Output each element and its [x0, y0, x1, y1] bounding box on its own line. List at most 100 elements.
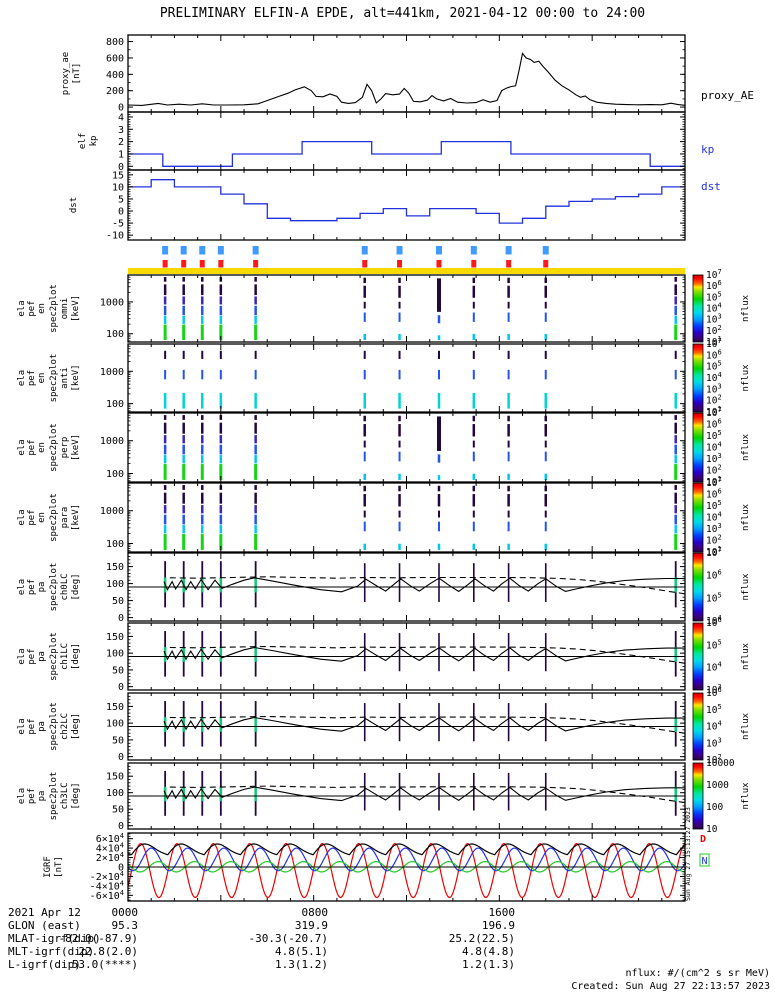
- nflux-units-note: nflux: #/(cm^2 s sr MeV): [625, 968, 771, 979]
- colorbar-tick-label: 104: [706, 661, 722, 674]
- y-tick-label: 100: [106, 539, 124, 550]
- colorbar-tick-label: 102: [706, 324, 722, 337]
- panel-body-ch3: [128, 770, 685, 816]
- colorbar-tick-label: 104: [706, 302, 722, 315]
- y-tick-label: -10: [106, 231, 124, 242]
- series-proxy_AE: [128, 52, 685, 106]
- panel-frame: [127, 622, 686, 691]
- y-tick-label: 50: [112, 805, 124, 816]
- colorbar: [692, 482, 704, 553]
- science-zone-markers: [128, 246, 685, 274]
- colorbar-tick-label: 105: [706, 638, 722, 651]
- zone-marker-blue: [162, 246, 169, 255]
- y-tick-label: 150: [106, 772, 124, 783]
- y-tick-label: 800: [106, 37, 124, 48]
- footer-row-label: GLON (east): [8, 919, 81, 932]
- panel-axis-label: pef: [27, 788, 37, 804]
- panel-axis-label: anti: [60, 367, 70, 389]
- panel-frame: [127, 832, 686, 902]
- footer-row-label: MLAT-igrf(dip): [8, 932, 101, 945]
- panel-axis-label: proxy_ae: [61, 52, 71, 95]
- panel-body-dst: [128, 179, 685, 224]
- panel-axis-label: perp: [60, 437, 70, 459]
- panel-axis-label: dst: [69, 197, 79, 213]
- footer-cell: 1600: [488, 906, 516, 919]
- y-tick-label: 100: [106, 579, 124, 590]
- colorbar-tick-label: 101: [706, 475, 722, 488]
- colorbar-tick-label: 103: [706, 683, 722, 696]
- colorbar-tick-label: 106: [706, 279, 722, 292]
- colorbar-tick-label: 107: [706, 268, 722, 281]
- zone-marker-red: [181, 260, 187, 268]
- panel-axis-label: ela: [17, 439, 27, 455]
- legend-kp: kp: [701, 143, 715, 156]
- zone-marker-red: [471, 260, 477, 268]
- colorbar-tick-label: 105: [706, 591, 722, 604]
- colorbar-tick-label: 107: [706, 406, 722, 419]
- footer-cell: 1.3(1.2): [275, 958, 328, 971]
- panel-axis-label: pef: [27, 300, 37, 316]
- colorbar-tick-label: 101: [706, 545, 722, 558]
- zone-marker-blue: [505, 246, 512, 255]
- y-tick-label: 150: [106, 632, 124, 643]
- y-tick-label: 100: [106, 719, 124, 730]
- panel-body-ch2: [128, 701, 685, 747]
- zone-marker-red: [253, 260, 259, 268]
- colorbar: [692, 692, 704, 761]
- colorbar-tick-label: 105: [706, 360, 722, 373]
- footer-row-label: 2021 Apr 12: [8, 906, 81, 919]
- colorbar-tick-label: 103: [706, 313, 722, 326]
- footer-cell: 25.2(22.5): [448, 932, 515, 945]
- panel-axis-label: pef: [27, 579, 37, 595]
- y-tick-label: -4×104: [90, 879, 124, 892]
- colorbar-tick-label: 104: [706, 511, 722, 524]
- y-tick-label: -6×104: [90, 889, 124, 902]
- series-B_east: [128, 842, 685, 899]
- y-tick-label: 1: [118, 149, 124, 160]
- y-tick-label: 0: [118, 863, 124, 874]
- y-tick-label: 0: [118, 682, 124, 693]
- panel-axis-label: en: [37, 303, 47, 314]
- panel-axis-label: spec2plot: [49, 563, 59, 612]
- panel-frame: [127, 692, 686, 761]
- footer-cell: 95.3: [111, 919, 139, 932]
- zone-marker-blue: [470, 246, 477, 255]
- losscone-line: [163, 577, 685, 593]
- panel-body-perp: [163, 415, 678, 480]
- panel-ch3: 0 50 100 150 ela pef pa spec2plot ch3LC [deg] 1000…: [17, 758, 751, 835]
- panel-axis-label: ela: [17, 509, 27, 525]
- n-marker-glyph: N: [702, 856, 708, 867]
- colorbar-tick-label: 104: [706, 720, 722, 733]
- y-tick-label: 4: [118, 112, 124, 123]
- footer-cell: 0000: [111, 906, 139, 919]
- colorbar-tick-label: 101: [706, 335, 722, 348]
- losscone-line: [163, 716, 685, 732]
- footer-cell: 0800: [301, 906, 329, 919]
- panel-ae: 0 200 400 600 800 proxy_ae [nT]: [61, 34, 686, 114]
- footer-row: MLT-igrf(dip) 22.8(2.0) 4.8(5.1) 4.8(4.8): [0, 945, 775, 958]
- panel-axis-label: para: [60, 507, 70, 529]
- y-tick-label: 15: [112, 170, 124, 181]
- panel-axis-label: [keV]: [71, 364, 81, 391]
- y-tick-label: 0: [118, 613, 124, 624]
- footer-cell: -30.3(-20.7): [248, 932, 328, 945]
- footer-cell: 1.2(1.3): [462, 958, 515, 971]
- colorbar-tick-label: 103: [706, 522, 722, 535]
- panel-frame: [127, 552, 686, 622]
- panel-axis-label: en: [37, 442, 47, 453]
- y-tick-label: 50: [112, 665, 124, 676]
- panel-axis-label: [deg]: [71, 782, 81, 809]
- panel-body-para: [163, 485, 678, 550]
- panel-axis-label: ela: [17, 718, 27, 734]
- footer-cell: -82.0(-87.9): [58, 932, 138, 945]
- y-tick-label: 5: [118, 194, 124, 205]
- colorbar-tick-label: 102: [706, 534, 722, 547]
- d-marker-glyph: D: [700, 834, 706, 845]
- y-tick-label: 100: [106, 649, 124, 660]
- panel-axis-label: spec2plot: [49, 284, 59, 333]
- colorbar: [692, 622, 704, 691]
